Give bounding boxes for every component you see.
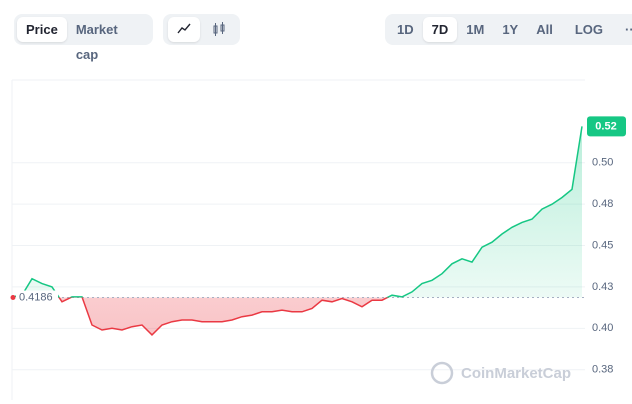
- y-tick-label: 0.45: [592, 239, 613, 251]
- current-price-label: 0.52: [595, 120, 616, 132]
- range-button[interactable]: 7D: [422, 17, 458, 42]
- watermark-logo: [430, 361, 454, 385]
- y-tick-label: 0.43: [592, 281, 613, 293]
- candle-chart-button[interactable]: [203, 17, 235, 42]
- range-button[interactable]: 1Y: [502, 22, 519, 37]
- y-tick-label: 0.50: [592, 157, 613, 169]
- current-price-box: [587, 116, 626, 137]
- price-line-up: [11, 126, 583, 298]
- log-button[interactable]: LOG: [574, 22, 604, 37]
- mode-button[interactable]: Price: [17, 17, 67, 42]
- y-tick-label: 0.48: [592, 198, 613, 210]
- range-button[interactable]: All: [536, 22, 553, 37]
- line-icon: [177, 23, 191, 34]
- mode-switch: Price Market cap: [14, 14, 153, 62]
- baseline-label: 0.4186: [19, 291, 53, 303]
- area-up: [12, 126, 582, 298]
- more-button[interactable]: ···: [625, 22, 632, 37]
- area-down: [59, 297, 388, 335]
- baseline-dot: [10, 295, 16, 301]
- y-tick-label: 0.40: [592, 322, 613, 334]
- watermark: CoinMarketCap: [461, 365, 571, 382]
- mode-button[interactable]: Market cap: [75, 22, 118, 62]
- range-button[interactable]: 1D: [397, 22, 414, 37]
- range-switch: 1D 7D 1M 1Y All LOG ···: [385, 14, 632, 45]
- range-button[interactable]: 1M: [466, 22, 485, 37]
- chart-type-switch: [163, 14, 240, 45]
- y-tick-label: 0.38: [592, 364, 613, 376]
- line-chart-button[interactable]: [167, 17, 200, 42]
- price-line-down: [12, 297, 403, 336]
- baseline-label-bg: [16, 290, 58, 305]
- candle-icon: [213, 22, 225, 36]
